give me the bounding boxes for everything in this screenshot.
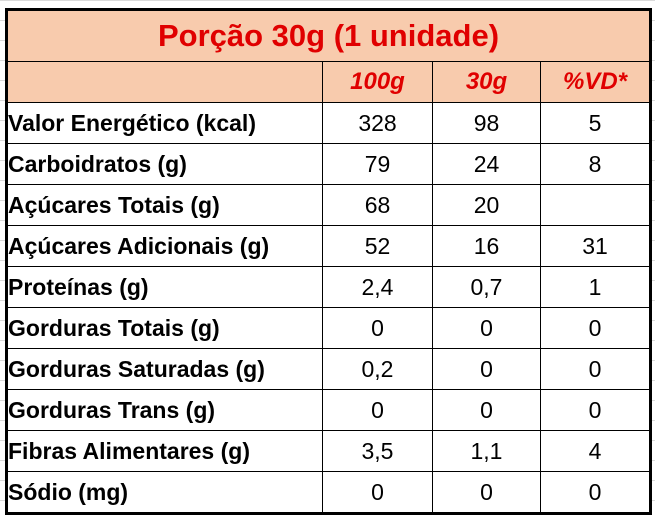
row-label: Fibras Alimentares (g) — [6, 430, 323, 472]
table-cell: 0,7 — [432, 266, 541, 308]
table-row: Sódio (mg) 0 0 0 — [6, 471, 651, 514]
row-label: Açúcares Totais (g) — [6, 184, 323, 226]
table-title: Porção 30g (1 unidade) — [6, 9, 651, 62]
header-row: 100g 30g %VD* — [6, 61, 651, 103]
table-cell: 24 — [432, 143, 541, 185]
table-row: Valor Energético (kcal) 328 98 5 — [6, 102, 651, 144]
header-cell — [6, 61, 323, 103]
table-row: Gorduras Trans (g) 0 0 0 — [6, 389, 651, 431]
table-cell: 0 — [322, 307, 433, 349]
row-label: Gorduras Saturadas (g) — [6, 348, 323, 390]
row-label: Gorduras Trans (g) — [6, 389, 323, 431]
table-cell: 0 — [322, 389, 433, 431]
table-cell: 1,1 — [432, 430, 541, 472]
table-cell: 0 — [540, 389, 651, 431]
table-cell: 4 — [540, 430, 651, 472]
row-label: Açúcares Adicionais (g) — [6, 225, 323, 267]
table-cell: 0 — [322, 471, 433, 514]
row-label: Proteínas (g) — [6, 266, 323, 308]
table-row: Proteínas (g) 2,4 0,7 1 — [6, 266, 651, 308]
row-label: Valor Energético (kcal) — [6, 102, 323, 144]
table-cell: 5 — [540, 102, 651, 144]
column-header: %VD* — [540, 61, 651, 103]
table-row: Fibras Alimentares (g) 3,5 1,1 4 — [6, 430, 651, 472]
table-cell: 8 — [540, 143, 651, 185]
table-cell — [540, 184, 651, 226]
table-cell: 0 — [540, 471, 651, 514]
title-row: Porção 30g (1 unidade) — [6, 9, 651, 62]
table-row: Açúcares Totais (g) 68 20 — [6, 184, 651, 226]
table-cell: 3,5 — [322, 430, 433, 472]
row-label: Carboidratos (g) — [6, 143, 323, 185]
table-cell: 0 — [432, 389, 541, 431]
table-row: Gorduras Saturadas (g) 0,2 0 0 — [6, 348, 651, 390]
table-cell: 328 — [322, 102, 433, 144]
table-cell: 68 — [322, 184, 433, 226]
table-cell: 31 — [540, 225, 651, 267]
table-cell: 98 — [432, 102, 541, 144]
column-header: 100g — [322, 61, 433, 103]
column-header: 30g — [432, 61, 541, 103]
table-cell: 0 — [540, 348, 651, 390]
table-cell: 16 — [432, 225, 541, 267]
table-row: Açúcares Adicionais (g) 52 16 31 — [6, 225, 651, 267]
nutrition-table: Porção 30g (1 unidade) 100g 30g %VD* Valor… — [5, 8, 652, 515]
row-label: Gorduras Totais (g) — [6, 307, 323, 349]
table-cell: 0,2 — [322, 348, 433, 390]
table-body: Porção 30g (1 unidade) 100g 30g %VD* Valor… — [6, 9, 651, 514]
table-row: Carboidratos (g) 79 24 8 — [6, 143, 651, 185]
table-cell: 20 — [432, 184, 541, 226]
table-cell: 0 — [432, 348, 541, 390]
table-cell: 0 — [432, 471, 541, 514]
table-cell: 52 — [322, 225, 433, 267]
table-cell: 79 — [322, 143, 433, 185]
table-cell: 0 — [540, 307, 651, 349]
table-row: Gorduras Totais (g) 0 0 0 — [6, 307, 651, 349]
row-label: Sódio (mg) — [6, 471, 323, 514]
table-cell: 1 — [540, 266, 651, 308]
table-cell: 0 — [432, 307, 541, 349]
table-cell: 2,4 — [322, 266, 433, 308]
